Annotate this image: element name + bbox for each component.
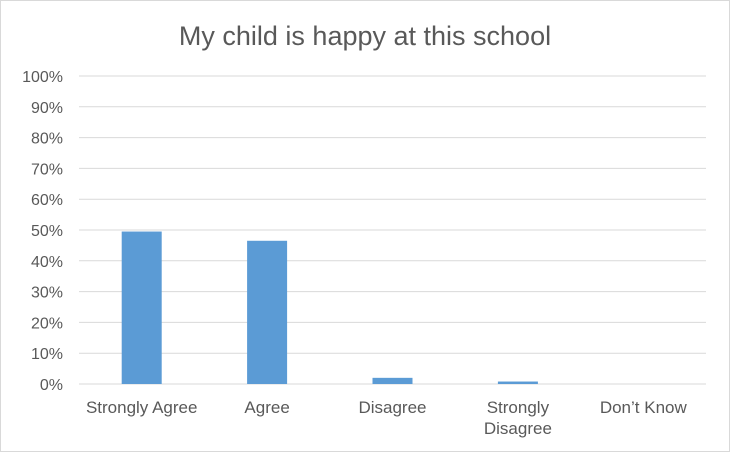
y-tick-label: 10%: [31, 346, 63, 363]
y-tick-label: 90%: [31, 100, 63, 117]
y-tick-label: 50%: [31, 223, 63, 240]
y-tick-label: 100%: [22, 69, 63, 86]
y-tick-label: 60%: [31, 192, 63, 209]
bar: [372, 377, 413, 384]
chart-title: My child is happy at this school: [179, 21, 551, 51]
y-tick-label: 70%: [31, 161, 63, 178]
y-axis-tick-labels: 0% 10% 20% 30% 40% 50% 60% 70% 80% 90% 100%: [22, 69, 63, 394]
y-tick-label: 0%: [40, 377, 63, 394]
y-tick-label: 20%: [31, 315, 63, 332]
bar: [497, 381, 538, 384]
bars: [121, 231, 538, 384]
x-category-label: Disagree: [358, 398, 426, 417]
bar: [247, 240, 288, 384]
y-tick-label: 30%: [31, 285, 63, 302]
bar: [121, 231, 162, 384]
x-category-label: Strongly Disagree: [484, 398, 552, 438]
x-category-label: Strongly Agree: [86, 398, 198, 417]
y-tick-label: 40%: [31, 254, 63, 271]
x-category-label: Agree: [244, 398, 289, 417]
y-tick-label: 80%: [31, 131, 63, 148]
gridlines: [79, 75, 706, 385]
x-category-label: Don’t Know: [600, 398, 688, 417]
x-axis-category-labels: Strongly Agree Agree Disagree Strongly Disag…: [86, 398, 688, 438]
